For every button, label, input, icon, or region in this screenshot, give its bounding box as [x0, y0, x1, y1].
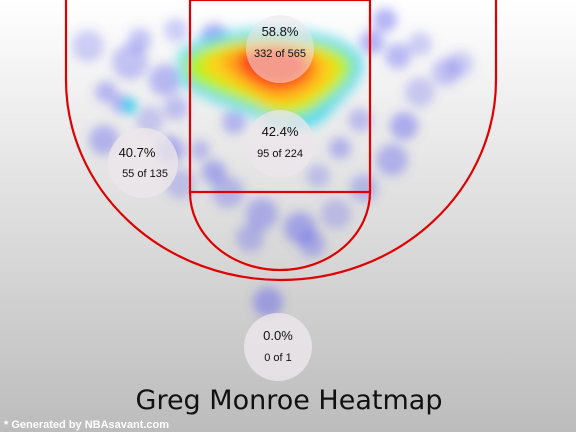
chart-title: Greg Monroe Heatmap: [136, 385, 443, 416]
low-density-spot: [360, 30, 384, 54]
low-density-spot: [350, 174, 378, 202]
nbasavant-credit: * Generated by NBAsavant.com: [4, 419, 169, 431]
low-density-spot: [89, 125, 119, 155]
low-density-spot: [447, 51, 473, 77]
court-lines: [64, 0, 498, 282]
paint-lane: [188, 0, 372, 194]
zone-percentage: 58.8%: [262, 24, 299, 39]
zone-made-attempted: 0 of 1: [264, 352, 292, 364]
low-density-spot: [405, 77, 435, 107]
low-density-spot: [164, 18, 188, 42]
low-density-spot: [236, 224, 264, 252]
zone-mid-range-left: 40.7% 55 of 135: [108, 128, 178, 198]
low-density-spot: [376, 144, 408, 176]
zone-made-attempted: 95 of 224: [257, 148, 303, 160]
low-density-spot: [390, 112, 418, 140]
low-density-spot: [164, 96, 188, 120]
zone-bubble: [108, 128, 178, 198]
low-density-spot: [299, 231, 325, 257]
low-density-spot: [112, 44, 148, 80]
low-density-spot: [128, 28, 152, 52]
low-density-spot: [329, 137, 351, 159]
shot-density-low-layer: [72, 8, 473, 317]
zone-bubble: [246, 110, 314, 178]
zone-made-attempted: 332 of 565: [254, 48, 306, 60]
low-density-spot: [373, 8, 397, 32]
low-density-spot: [253, 287, 283, 317]
low-density-spot: [149, 64, 181, 96]
low-density-spot: [95, 81, 117, 103]
low-density-spot: [136, 106, 164, 134]
low-density-spot: [202, 160, 226, 184]
zone-made-attempted: 55 of 135: [122, 168, 168, 180]
low-density-spot: [222, 110, 246, 134]
zone-percentage: 0.0%: [263, 328, 293, 343]
zone-bubble: [246, 15, 314, 83]
three-point-line: [64, 0, 498, 282]
zone-bubbles: 58.8% 332 of 565 42.4% 95 of 224 40.7% 5…: [108, 15, 314, 381]
low-density-spot: [190, 140, 210, 160]
zone-percentage: 40.7%: [119, 145, 156, 160]
low-density-spot: [385, 43, 411, 69]
zone-backcourt: 0.0% 0 of 1: [244, 313, 312, 381]
low-density-spot: [72, 30, 104, 62]
low-density-spot: [321, 199, 351, 229]
zone-bubble: [244, 313, 312, 381]
zone-percentage: 42.4%: [262, 124, 299, 139]
low-density-spot: [408, 32, 432, 56]
zone-paint: 42.4% 95 of 224: [246, 110, 314, 178]
low-density-spot: [306, 164, 330, 188]
low-density-spot: [348, 108, 372, 132]
free-throw-circle: [188, 191, 372, 272]
low-density-spot: [246, 198, 278, 230]
zone-restricted-area: 58.8% 332 of 565: [246, 15, 314, 83]
mid-density-spot: [123, 98, 137, 114]
